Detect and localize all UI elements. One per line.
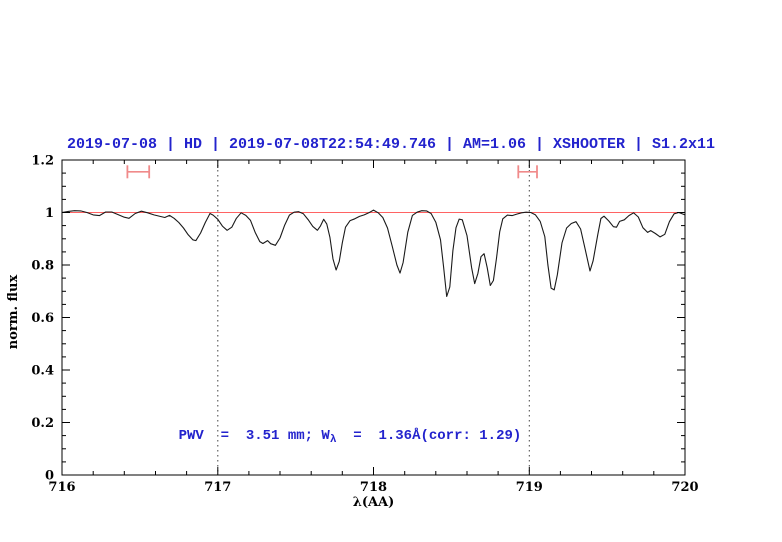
range-marker	[517, 165, 538, 179]
y-tick-label: 0.4	[31, 364, 54, 379]
pwv-annotation: PWV = 3.51 mm; Wλ = 1.36Å(corr: 1.29)	[145, 412, 522, 460]
lambda-subscript: λ	[329, 434, 337, 446]
pwv-annotation-prefix: PWV = 3.51 mm; W	[178, 428, 330, 444]
x-axis-label: λ(AA)	[352, 495, 395, 510]
plot-title: 2019-07-08 | HD | 2019-07-08T22:54:49.74…	[66, 136, 716, 153]
x-tick-label: 716	[48, 480, 75, 495]
y-tick-label: 0.6	[31, 311, 54, 326]
y-tick-label: 0.8	[31, 259, 54, 274]
spectrum-line	[61, 209, 686, 298]
y-tick-label: 1.2	[31, 154, 54, 169]
pwv-annotation-suffix: = 1.36Å(corr: 1.29)	[336, 428, 522, 444]
x-tick-label: 718	[360, 480, 387, 495]
range-marker	[126, 165, 151, 179]
x-tick-label: 717	[204, 480, 231, 495]
y-tick-label: 0	[45, 469, 54, 484]
x-tick-label: 719	[516, 480, 543, 495]
y-axis-label: norm. flux	[6, 274, 21, 350]
x-tick-label: 720	[671, 480, 698, 495]
y-tick-label: 0.2	[31, 416, 54, 431]
y-tick-label: 1	[45, 206, 54, 221]
